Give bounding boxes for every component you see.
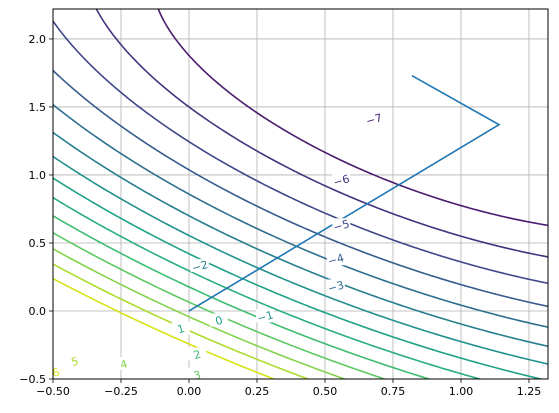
contour-label-bg-7 [209,313,228,327]
x-tick-label-7: 1.25 [517,385,542,398]
contour-label-9: 2 [192,348,202,362]
contour-label-bg-8 [171,321,190,335]
contour-label-bg-2 [332,218,351,232]
y-tick-label-0: −0.5 [19,373,46,386]
x-tick-label-1: −0.25 [104,385,138,398]
axis-ticks: −0.50 −0.25 0.00 0.25 0.50 0.75 1.00 1.25−0.50.… [19,33,541,398]
contour-line-level-5 [53,131,548,348]
contour-label-bg-1 [332,173,351,187]
contour-label-bg-13 [46,365,65,379]
contour-label-3: −4 [326,251,345,268]
y-tick-label-4: 1.5 [29,101,47,114]
contour-label-2: −5 [332,217,351,234]
contour-label-bg-10 [188,367,207,381]
contour-line-level-1 [95,9,548,258]
contour-label-12: 5 [70,355,80,369]
contour-label-bg-3 [326,252,345,266]
contour-lines [53,9,548,379]
contour-label-1: −6 [332,172,351,189]
plot-frame [52,8,549,380]
path-line [188,74,501,312]
contour-line-level-8 [53,196,483,379]
contour-label-0: −7 [364,111,383,128]
optimization-path [188,74,501,312]
x-tick-label-4: 0.50 [313,385,338,398]
contour-label-bg-12 [65,354,84,368]
y-tick-label-1: 0.0 [29,305,47,318]
contour-label-bg-5 [190,259,209,273]
contour-label-11: 4 [119,357,129,371]
contour-label-5: −2 [190,258,209,275]
contour-label-7: 0 [214,314,224,328]
x-tick-label-6: 1.00 [449,385,474,398]
contour-label-bg-11 [114,357,133,371]
grid [52,9,548,380]
contour-label-bg-6 [256,309,275,323]
contour-line-level-11 [53,247,347,379]
contour-label-8: 1 [176,322,186,336]
contour-label-13: 6 [51,365,61,379]
x-tick-label-2: 0.00 [177,385,202,398]
contour-line-level-10 [53,231,388,379]
contour-label-4: −3 [326,278,345,295]
y-tick-label-3: 1.0 [29,169,47,182]
contour-line-level-3 [53,69,548,308]
y-tick-label-5: 2.0 [29,33,47,46]
contour-label-10: 3 [192,368,202,382]
contour-line-level-6 [53,155,548,365]
contour-label-bg-9 [188,347,207,361]
y-tick-label-2: 0.5 [29,237,47,250]
contour-label-bg-0 [364,112,383,126]
contour-line-level-0 [157,9,548,227]
contour-label-6: −1 [256,308,275,325]
contour-label-bg-4 [326,279,345,293]
x-tick-label-3: 0.25 [245,385,270,398]
x-tick-label-0: −0.50 [36,385,70,398]
x-tick-label-5: 0.75 [381,385,406,398]
contour-line-level-7 [53,177,545,379]
contour-line-level-4 [53,103,548,329]
